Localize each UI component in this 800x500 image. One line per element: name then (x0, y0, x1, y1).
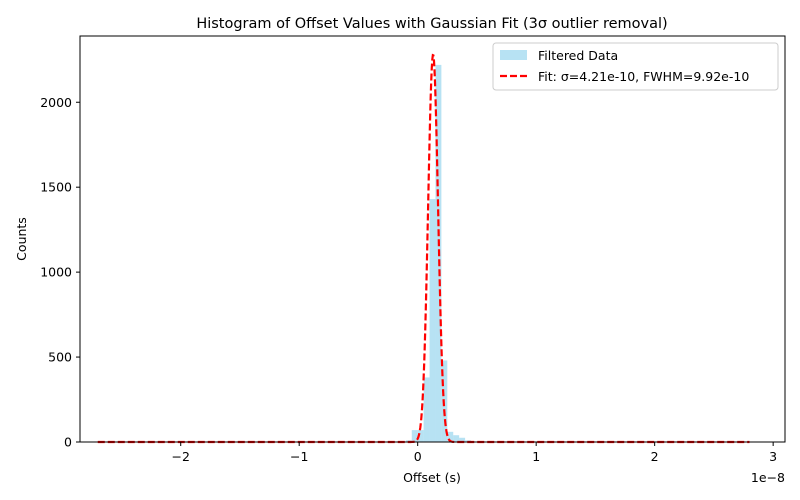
y-axis-label: Counts (14, 217, 29, 261)
histogram-bar (411, 430, 418, 442)
x-tick-label: −1 (290, 449, 308, 464)
x-tick-label: 0 (414, 449, 422, 464)
legend-swatch-filtered-data (500, 50, 527, 60)
histogram-bar (447, 431, 454, 442)
legend-box (492, 42, 779, 91)
x-axis-offset-label: 1e−8 (751, 470, 785, 485)
histogram-bar (417, 430, 424, 442)
histogram-bar (453, 435, 460, 442)
y-tick-label: 2000 (40, 95, 72, 110)
y-axis-ticks: 0 500 1000 1500 2000 (40, 95, 80, 450)
y-tick-label: 500 (48, 350, 72, 365)
x-tick-label: 3 (769, 449, 777, 464)
histogram-bar (429, 199, 436, 442)
histogram-bar (459, 437, 466, 442)
x-tick-label: 2 (651, 449, 659, 464)
y-tick-label: 1500 (40, 180, 72, 195)
y-tick-label: 1000 (40, 265, 72, 280)
x-tick-label: −2 (171, 449, 189, 464)
legend: Filtered Data Fit: σ=4.21e-10, FWHM=9.92… (492, 42, 779, 91)
legend-label-filtered-data: Filtered Data (538, 48, 618, 63)
legend-label-fit: Fit: σ=4.21e-10, FWHM=9.92e-10 (538, 69, 749, 84)
histogram-bar (423, 377, 430, 442)
y-tick-label: 0 (64, 435, 72, 450)
x-axis-ticks: −2 −1 0 1 2 3 (171, 442, 777, 464)
x-tick-label: 1 (532, 449, 540, 464)
chart-title: Histogram of Offset Values with Gaussian… (196, 16, 667, 32)
plot-frame (79, 35, 786, 443)
x-axis-label: Offset (s) (403, 470, 461, 485)
